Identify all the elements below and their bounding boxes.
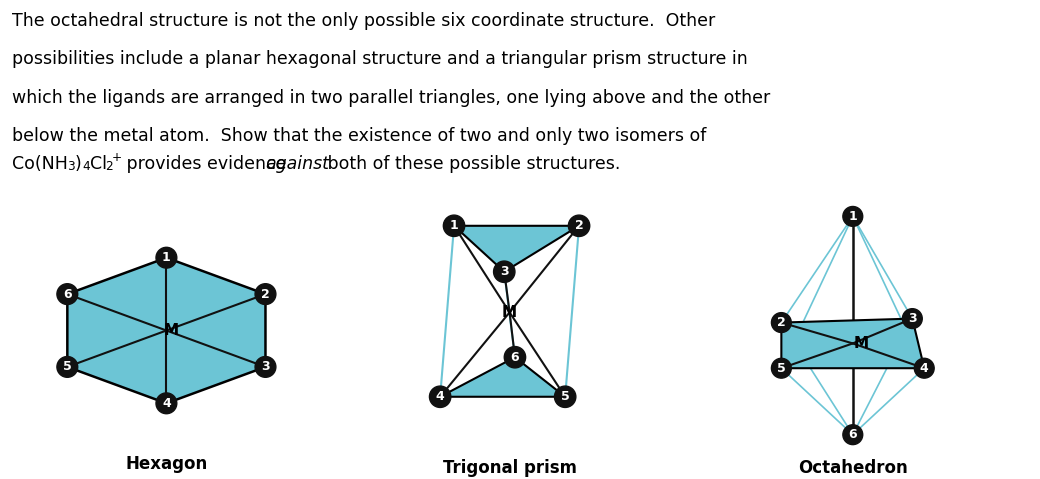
Text: 6: 6 bbox=[63, 287, 72, 301]
Circle shape bbox=[156, 393, 177, 414]
Text: M: M bbox=[502, 305, 517, 320]
Circle shape bbox=[842, 425, 863, 445]
Text: 4: 4 bbox=[162, 397, 171, 410]
Text: against: against bbox=[265, 155, 329, 173]
Circle shape bbox=[569, 215, 590, 237]
Text: 3: 3 bbox=[908, 312, 916, 325]
Circle shape bbox=[430, 386, 450, 408]
Circle shape bbox=[156, 247, 177, 268]
Polygon shape bbox=[454, 226, 579, 272]
Circle shape bbox=[772, 358, 791, 378]
Text: both of these possible structures.: both of these possible structures. bbox=[322, 155, 621, 173]
Text: 2: 2 bbox=[777, 316, 786, 329]
Circle shape bbox=[57, 284, 78, 305]
Circle shape bbox=[914, 358, 934, 378]
Text: provides evidence: provides evidence bbox=[121, 155, 292, 173]
Circle shape bbox=[57, 356, 78, 377]
Text: 6: 6 bbox=[511, 351, 519, 364]
Text: 1: 1 bbox=[162, 251, 171, 264]
Text: 5: 5 bbox=[561, 390, 570, 403]
Text: Trigonal prism: Trigonal prism bbox=[443, 459, 576, 477]
Text: 4: 4 bbox=[436, 390, 444, 403]
Text: 6: 6 bbox=[849, 428, 857, 441]
Text: +: + bbox=[112, 151, 122, 164]
Text: 4: 4 bbox=[919, 362, 929, 375]
Text: Octahedron: Octahedron bbox=[798, 459, 908, 478]
Circle shape bbox=[554, 386, 576, 408]
Polygon shape bbox=[781, 319, 925, 368]
Text: Hexagon: Hexagon bbox=[125, 456, 208, 473]
Text: Cl: Cl bbox=[90, 155, 107, 173]
Text: 2: 2 bbox=[575, 219, 583, 232]
Text: 3: 3 bbox=[261, 360, 269, 374]
Text: 2: 2 bbox=[261, 287, 269, 301]
Circle shape bbox=[504, 346, 525, 368]
Text: 3: 3 bbox=[67, 160, 75, 173]
Circle shape bbox=[494, 261, 515, 283]
Circle shape bbox=[443, 215, 465, 237]
Text: 5: 5 bbox=[777, 362, 786, 375]
Circle shape bbox=[903, 308, 922, 329]
Circle shape bbox=[772, 313, 791, 332]
Circle shape bbox=[842, 206, 863, 227]
Text: 1: 1 bbox=[849, 210, 857, 223]
Text: which the ligands are arranged in two parallel triangles, one lying above and th: which the ligands are arranged in two pa… bbox=[12, 89, 771, 107]
Text: 5: 5 bbox=[63, 360, 72, 374]
Text: The octahedral structure is not the only possible six coordinate structure.  Oth: The octahedral structure is not the only… bbox=[12, 12, 716, 30]
Circle shape bbox=[255, 284, 276, 305]
Text: M: M bbox=[164, 323, 179, 338]
Text: 4: 4 bbox=[82, 160, 89, 173]
Text: M: M bbox=[853, 336, 868, 351]
Text: Co(NH: Co(NH bbox=[12, 155, 68, 173]
Text: possibilities include a planar hexagonal structure and a triangular prism struct: possibilities include a planar hexagonal… bbox=[12, 50, 748, 68]
Text: 2: 2 bbox=[105, 160, 112, 173]
Polygon shape bbox=[440, 357, 565, 397]
Polygon shape bbox=[68, 258, 265, 403]
Circle shape bbox=[255, 356, 276, 377]
Text: ): ) bbox=[75, 155, 82, 173]
Text: 1: 1 bbox=[449, 219, 459, 232]
Text: below the metal atom.  Show that the existence of two and only two isomers of: below the metal atom. Show that the exis… bbox=[12, 127, 707, 145]
Text: 3: 3 bbox=[500, 265, 509, 278]
